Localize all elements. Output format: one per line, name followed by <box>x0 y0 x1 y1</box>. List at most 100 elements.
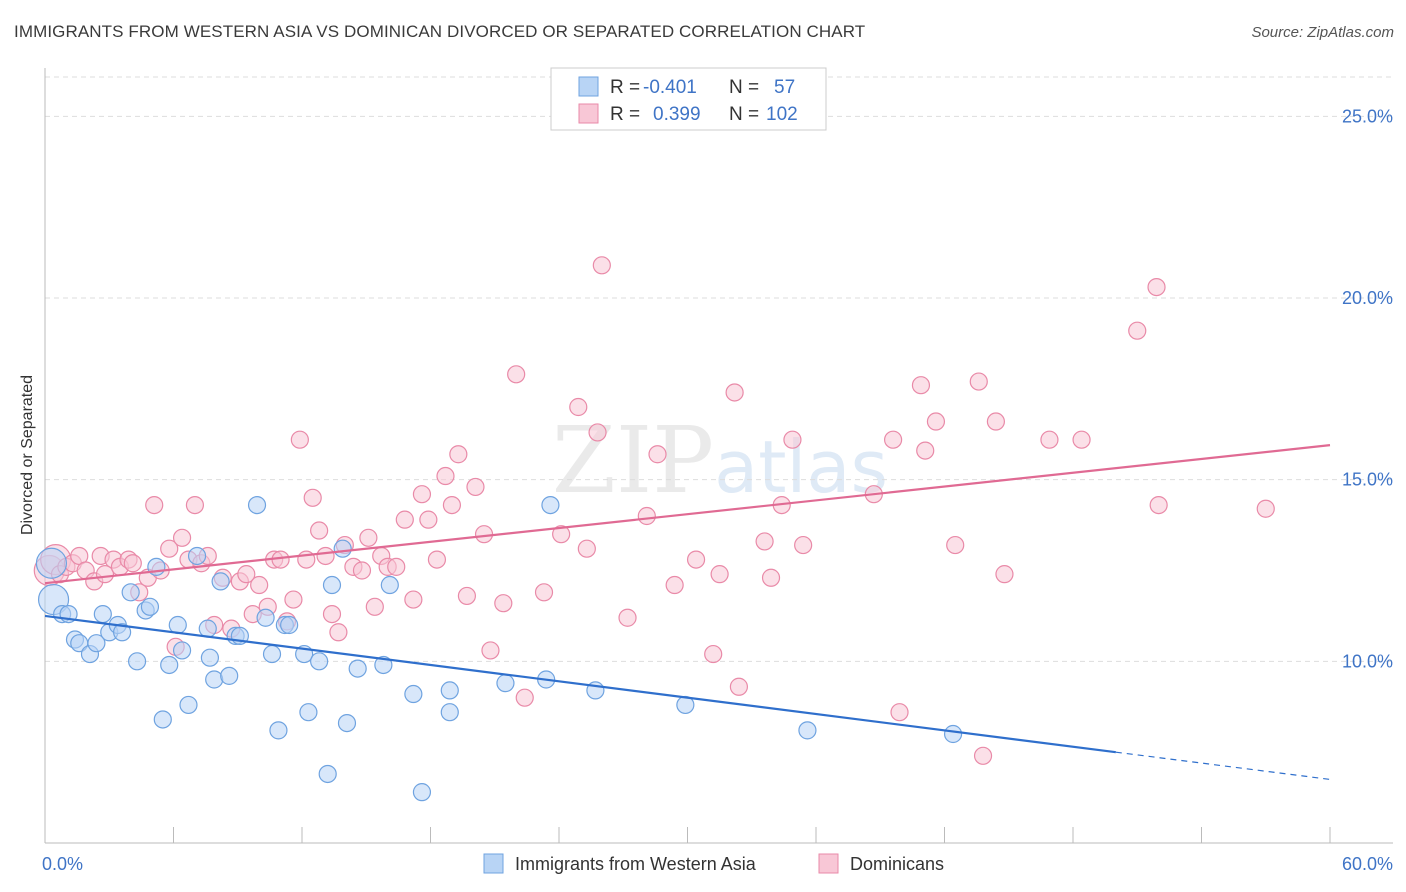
data-point <box>380 575 399 595</box>
data-point <box>359 528 378 547</box>
data-point <box>140 597 160 616</box>
data-point <box>262 644 282 664</box>
data-point <box>569 397 588 417</box>
data-point <box>794 535 813 555</box>
data-point <box>365 597 384 616</box>
data-point <box>729 677 749 696</box>
western-asia-points <box>35 496 963 802</box>
data-point <box>890 703 909 722</box>
data-point <box>395 510 414 529</box>
data-point <box>883 430 903 449</box>
data-point <box>374 655 393 675</box>
data-point <box>269 721 288 740</box>
data-point <box>515 688 534 707</box>
data-point <box>577 539 596 558</box>
legend-r-label-2: R = <box>610 104 640 125</box>
data-point <box>322 575 342 595</box>
data-point <box>449 445 468 464</box>
data-point <box>160 655 179 675</box>
data-point <box>534 583 554 602</box>
data-point <box>280 615 299 635</box>
data-point <box>220 666 239 685</box>
bottom-legend-label-western-asia: Immigrants from Western Asia <box>515 854 757 874</box>
data-point <box>946 535 965 555</box>
data-point <box>87 634 106 653</box>
x-tick-label: 60.0% <box>1342 854 1393 874</box>
trend-line-dominicans <box>44 444 1331 585</box>
legend-r-value-1: -0.401 <box>643 77 697 98</box>
data-point <box>299 703 318 722</box>
data-point <box>123 554 142 573</box>
data-point <box>916 441 935 460</box>
data-point <box>185 496 205 515</box>
data-point <box>337 713 357 733</box>
y-tick-labels: 10.0% 15.0% 20.0% 25.0% <box>1342 106 1393 671</box>
data-point <box>710 565 729 584</box>
data-point <box>474 525 494 544</box>
data-point <box>541 496 560 515</box>
data-point <box>457 586 477 606</box>
y-tick-label: 20.0% <box>1342 288 1393 308</box>
bottom-legend-swatch-western-asia <box>483 853 504 874</box>
bottom-legend-swatch-dominicans <box>818 853 839 874</box>
data-point <box>1128 321 1147 340</box>
data-point <box>290 430 309 449</box>
data-point <box>250 575 269 595</box>
data-point <box>496 674 515 693</box>
data-point <box>1040 430 1059 449</box>
data-point <box>310 652 329 671</box>
data-point <box>648 445 667 464</box>
data-point <box>404 684 423 704</box>
data-point <box>127 652 147 671</box>
data-point <box>761 568 781 587</box>
data-point <box>507 365 526 384</box>
data-point <box>303 488 322 507</box>
data-point <box>153 710 172 729</box>
data-point <box>588 423 607 442</box>
data-point <box>95 565 115 584</box>
data-point <box>247 496 267 515</box>
data-point <box>112 623 132 642</box>
data-point <box>145 496 164 515</box>
legend-swatch-western-asia <box>578 76 599 97</box>
data-point <box>256 608 275 627</box>
legend-r-value-2: 0.399 <box>653 104 701 125</box>
data-point <box>211 572 230 591</box>
trend-lines <box>44 444 1331 781</box>
data-point <box>318 764 337 784</box>
data-point <box>284 590 303 609</box>
data-point <box>333 539 352 558</box>
bottom-legend-label-dominicans: Dominicans <box>850 854 944 874</box>
legend-n-value-2: 102 <box>766 104 798 125</box>
data-point <box>172 641 192 660</box>
svg-text:R = -0.401 N =: R = -0.401 N = 57 R = 0.399 N = 102 <box>610 77 800 125</box>
data-point <box>412 485 432 504</box>
source-label: Source: ZipAtlas.com <box>1251 24 1394 41</box>
legend-r-label-1: R = <box>610 77 640 98</box>
data-point <box>943 724 963 744</box>
y-tick-label: 15.0% <box>1342 470 1393 490</box>
legend-swatch-dominicans <box>578 103 599 124</box>
data-point <box>322 604 342 624</box>
data-point <box>494 594 513 613</box>
data-point <box>986 412 1006 431</box>
data-point <box>412 783 432 802</box>
data-point <box>1147 278 1166 297</box>
data-point <box>179 695 198 715</box>
data-point <box>121 583 140 602</box>
trend-line-western-asia <box>44 614 1116 754</box>
data-point <box>1072 430 1091 449</box>
series-legend: Immigrants from Western Asia Dominicans <box>483 853 944 874</box>
data-point <box>592 256 611 275</box>
data-point <box>911 376 931 395</box>
data-point <box>348 659 367 678</box>
watermark-zip: ZIP <box>552 407 714 514</box>
data-point <box>969 372 988 391</box>
data-point <box>160 539 179 558</box>
data-point <box>35 547 68 579</box>
data-point <box>440 681 459 700</box>
legend-n-value-1: 57 <box>774 77 795 98</box>
data-point <box>172 528 192 547</box>
data-point <box>419 510 438 529</box>
